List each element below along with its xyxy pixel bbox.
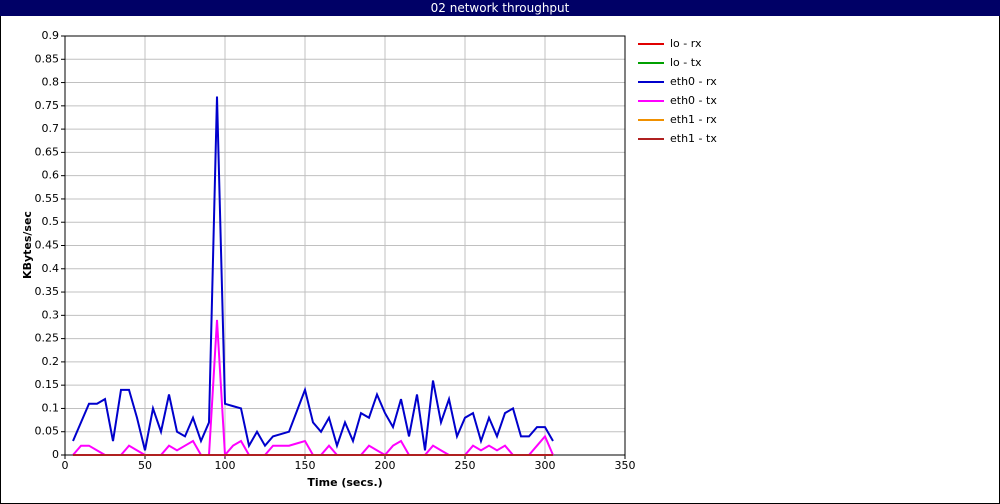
y-tick-label: 0.4 [42, 262, 60, 275]
y-tick-label: 0.3 [42, 308, 60, 321]
legend-label: lo - rx [670, 37, 702, 50]
x-tick-label: 100 [215, 459, 236, 472]
series-line [72, 96, 554, 451]
y-tick-label: 0.75 [35, 99, 60, 112]
y-tick-label: 0 [52, 448, 59, 461]
x-tick-label: 250 [455, 459, 476, 472]
y-tick-label: 0.6 [42, 169, 60, 182]
legend-label: eth1 - rx [670, 113, 717, 126]
title-bar [0, 0, 1000, 16]
y-axis-title: KBytes/sec [21, 211, 34, 279]
y-tick-label: 0.45 [35, 239, 60, 252]
y-tick-label: 0.55 [35, 192, 60, 205]
y-tick-label: 0.9 [42, 29, 60, 42]
x-tick-label: 200 [375, 459, 396, 472]
legend-label: eth0 - tx [670, 94, 717, 107]
y-tick-label: 0.1 [42, 401, 60, 414]
chart-title: 02 network throughput [431, 1, 570, 15]
legend-label: lo - tx [670, 56, 702, 69]
x-tick-label: 50 [138, 459, 152, 472]
y-tick-label: 0.65 [35, 145, 60, 158]
legend-label: eth1 - tx [670, 132, 717, 145]
y-tick-label: 0.5 [42, 215, 60, 228]
y-tick-label: 0.15 [35, 378, 60, 391]
y-tick-label: 0.8 [42, 76, 60, 89]
x-tick-label: 350 [615, 459, 636, 472]
y-tick-label: 0.05 [35, 425, 60, 438]
y-tick-label: 0.85 [35, 52, 60, 65]
y-tick-label: 0.35 [35, 285, 60, 298]
y-tick-label: 0.2 [42, 355, 60, 368]
legend-label: eth0 - rx [670, 75, 717, 88]
y-tick-label: 0.25 [35, 332, 60, 345]
x-tick-label: 0 [62, 459, 69, 472]
y-tick-label: 0.7 [42, 122, 60, 135]
x-axis-title: Time (secs.) [307, 476, 382, 489]
x-tick-label: 150 [295, 459, 316, 472]
x-tick-label: 300 [535, 459, 556, 472]
